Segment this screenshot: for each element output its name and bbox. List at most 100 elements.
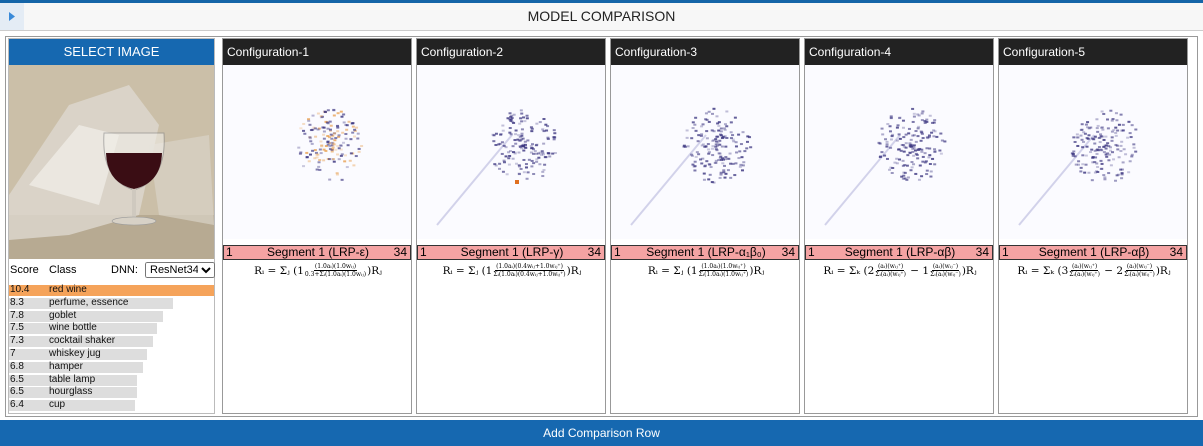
select-image[interactable]: SELECT IMAGE <box>9 39 214 65</box>
heatmap-cell <box>941 140 944 142</box>
heatmap-cell <box>336 153 339 155</box>
heatmap-cell <box>1115 112 1118 114</box>
formula-text: Rᵢ = Σⱼ (1 <box>648 265 698 277</box>
heatmap-cell <box>328 158 331 160</box>
heatmap-cell <box>319 149 322 151</box>
heatmap-cell <box>908 152 911 154</box>
heatmap-cell <box>713 182 716 184</box>
heatmap-cell <box>1111 151 1114 153</box>
input-image[interactable] <box>9 65 214 259</box>
config-title[interactable]: Configuration-2 <box>417 39 605 65</box>
heatmap-cell <box>928 148 931 150</box>
heatmap-cell <box>912 163 915 165</box>
heatmap-cell <box>714 162 717 164</box>
heatmap-cell <box>722 136 725 138</box>
heatmap-cell <box>341 153 344 155</box>
heatmap-cell <box>524 141 527 143</box>
heatmap-cell <box>898 117 901 119</box>
heatmap-cell <box>509 127 512 129</box>
heatmap-cell <box>889 130 892 132</box>
heatmap <box>223 65 411 239</box>
heatmap-cell <box>914 150 917 152</box>
heatmap-cell <box>916 157 919 159</box>
score-label: Score <box>10 264 39 276</box>
heatmap-cell <box>725 125 728 127</box>
config-title[interactable]: Configuration-1 <box>223 39 411 65</box>
fraction: (aᵢ)(wᵢⱼ⁺)Σᵢ(aᵢ)(wᵢⱼ⁺) <box>1069 263 1100 278</box>
heatmap-cell <box>690 137 693 139</box>
heatmap-cell <box>526 117 529 119</box>
segment-count: 34 <box>394 246 407 259</box>
heatmap-cell <box>1121 169 1124 171</box>
heatmap-cell <box>707 148 710 150</box>
score: 6.8 <box>10 361 24 374</box>
heatmap-cell <box>340 116 343 118</box>
heatmap <box>611 65 799 239</box>
heatmap-cell <box>902 136 905 138</box>
config-title[interactable]: Configuration-4 <box>805 39 993 65</box>
formula-text: Rᵢ = Σₖ (2 <box>823 265 874 277</box>
heatmap-cell <box>877 142 880 144</box>
heatmap-cell <box>708 163 711 165</box>
heatmap-cell <box>343 121 346 123</box>
heatmap-cell <box>896 162 899 164</box>
configuration: Configuration-11Segment 1 (LRP-ε)34Rᵢ = … <box>222 38 412 414</box>
heatmap-cell <box>702 143 705 145</box>
config-title[interactable]: Configuration-3 <box>611 39 799 65</box>
heatmap-cell <box>931 122 934 124</box>
heatmap-cell <box>522 150 525 152</box>
heatmap-cell <box>717 125 720 127</box>
heatmap-cell <box>890 138 893 140</box>
heatmap-cell <box>705 112 708 114</box>
fraction: (1.0aᵢ)(0.4wᵢⱼ+1.0wᵢⱼ⁺)Σᵢ(1.0aᵢ)(0.4wᵢⱼ+… <box>493 263 565 278</box>
segment-count: 34 <box>1170 246 1183 259</box>
toggle[interactable] <box>0 3 24 30</box>
heatmap-cell <box>1124 153 1127 155</box>
heatmap-cell <box>314 136 317 138</box>
heatmap-cell <box>729 153 732 155</box>
heatmap-cell <box>1096 171 1099 173</box>
heatmap-cell <box>341 132 344 134</box>
heatmap-cell <box>691 164 694 166</box>
score: 7.5 <box>10 322 24 335</box>
heatmap-cell <box>512 158 515 160</box>
heatmap-cell <box>720 172 723 174</box>
heatmap-cell <box>532 148 535 150</box>
heatmap-cell <box>307 120 310 122</box>
heatmap-cell <box>350 152 353 154</box>
add-row-button[interactable]: Add Comparison Row <box>0 420 1203 446</box>
formula-text: Rᵢ = Σⱼ (1 <box>443 265 493 277</box>
heatmap-cell <box>1111 136 1114 138</box>
heatmap-cell <box>326 122 329 124</box>
heatmap-cell <box>1115 119 1118 121</box>
heatmap-cell <box>324 150 327 152</box>
heatmap-cell <box>336 172 339 174</box>
formula-text: − 2 <box>1101 265 1123 277</box>
heatmap-cell <box>720 130 723 132</box>
heatmap-cell <box>1114 180 1117 182</box>
heatmap-cell <box>1072 153 1075 155</box>
heatmap-cell <box>697 153 700 155</box>
heatmap-cell <box>898 133 901 135</box>
config-title[interactable]: Configuration-5 <box>999 39 1187 65</box>
heatmap-cell <box>1110 164 1113 166</box>
heatmap-cell <box>925 119 928 121</box>
dnn-select[interactable]: ResNet34 <box>145 262 215 278</box>
heatmap-cell <box>705 130 708 132</box>
heatmap-cell <box>926 170 929 172</box>
